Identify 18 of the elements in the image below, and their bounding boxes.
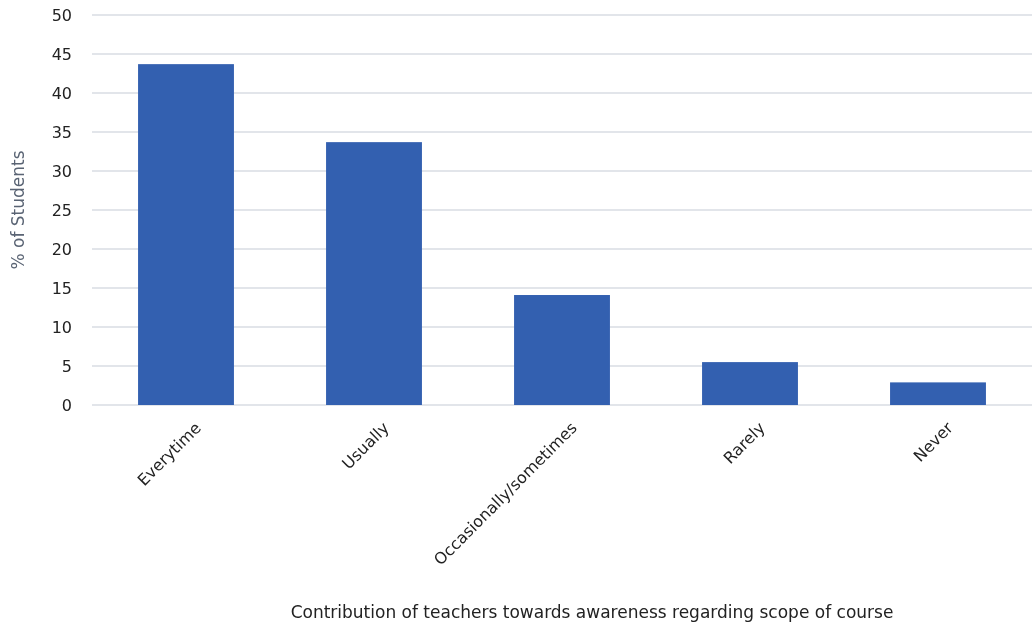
y-tick-label: 15 <box>51 278 72 298</box>
y-tick-label: 30 <box>51 161 72 181</box>
y-tick-label: 45 <box>51 44 72 64</box>
y-tick-label: 40 <box>51 83 72 103</box>
y-tick-label: 25 <box>51 200 72 220</box>
y-tick-label: 20 <box>51 239 72 259</box>
y-tick-label: 5 <box>61 356 72 376</box>
y-tick-label: 35 <box>51 122 72 142</box>
bar <box>138 64 234 405</box>
bar <box>890 382 986 405</box>
y-axis-title: % of Students <box>8 150 28 270</box>
bar <box>702 362 798 405</box>
bar <box>326 142 422 405</box>
y-tick-label: 50 <box>51 5 72 25</box>
y-tick-label: 0 <box>61 395 72 415</box>
x-axis-title: Contribution of teachers towards awareness regarding scope of course <box>290 602 894 622</box>
bar <box>514 295 610 405</box>
y-tick-label: 10 <box>51 317 72 337</box>
